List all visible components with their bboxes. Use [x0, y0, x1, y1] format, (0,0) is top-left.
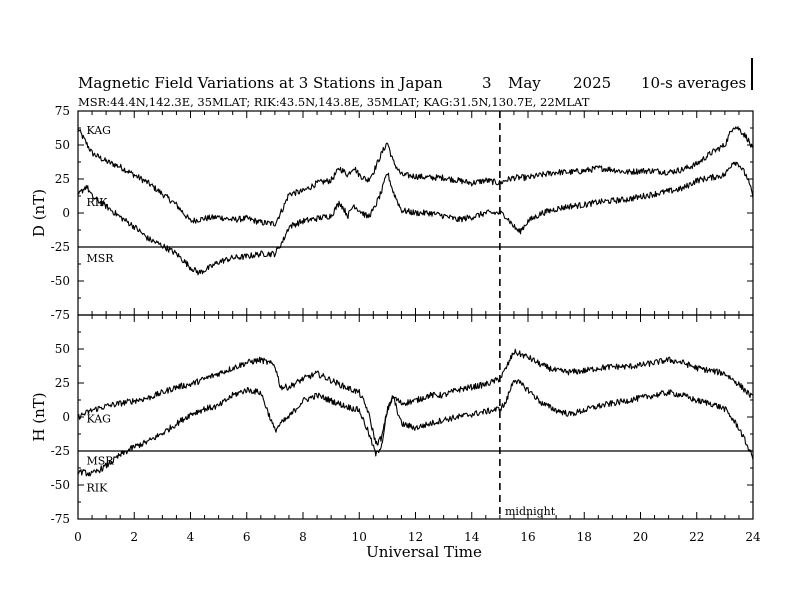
series-line-kag-0: [77, 126, 754, 227]
x-tick-label-0: 0: [74, 530, 82, 544]
y-label-d: D (nT): [30, 189, 48, 237]
series-line-rik-0: [77, 161, 754, 276]
panels: 75 50 25 0 -25 -50 -75 KAG RIK MSR 50 25 0 -25 -50 -75 K…: [51, 104, 761, 544]
series-label-rik-0: RIK: [86, 196, 108, 209]
x-tick-label-4: 8: [299, 530, 307, 544]
date-day: 3: [482, 74, 492, 92]
series-label-msr-1: MSR: [86, 455, 114, 468]
y-tick-label-0-0: 75: [55, 104, 70, 118]
y-tick-label-1-4: -25: [51, 444, 70, 458]
x-tick-label-9: 18: [577, 530, 592, 544]
y-tick-label-1-3: 0: [62, 410, 70, 424]
y-tick-label-1-5: -50: [51, 478, 70, 492]
chart-title: Magnetic Field Variations at 3 Stations …: [78, 74, 443, 92]
y-tick-label-1-1: 50: [55, 342, 70, 356]
x-tick-label-3: 6: [243, 530, 251, 544]
x-tick-label-2: 4: [187, 530, 195, 544]
y-tick-label-1-6: -75: [51, 512, 70, 526]
y-tick-label-0-2: 25: [55, 172, 70, 186]
y-tick-label-0-6: -75: [51, 308, 70, 322]
x-tick-label-10: 20: [633, 530, 648, 544]
panel-frame-1: [77, 314, 754, 520]
y-label-h: H (nT): [30, 392, 48, 441]
panel-frame-0: [77, 110, 754, 316]
y-tick-label-1-2: 25: [55, 376, 70, 390]
x-tick-label-7: 14: [464, 530, 480, 544]
series-label-kag-1: KAG: [86, 412, 111, 425]
x-tick-label-6: 12: [408, 530, 423, 544]
x-axis-label: Universal Time: [366, 543, 482, 561]
series-label-kag-0: KAG: [86, 124, 111, 137]
x-tick-label-1: 2: [130, 530, 138, 544]
date-year: 2025: [573, 74, 611, 92]
averaging-label: 10-s averages: [641, 74, 746, 92]
midnight-label: midnight: [505, 505, 556, 518]
station-info: MSR:44.4N,142.3E, 35MLAT; RIK:43.5N,143.…: [78, 95, 590, 109]
y-tick-label-0-3: 0: [62, 206, 70, 220]
date-month: May: [508, 74, 541, 92]
x-tick-label-12: 24: [745, 530, 761, 544]
series-label-msr-0: MSR: [86, 252, 114, 265]
x-tick-label-11: 22: [689, 530, 704, 544]
series-line-kag-1: [78, 348, 754, 446]
y-tick-label-0-4: -25: [51, 240, 70, 254]
series-label-rik-1: RIK: [86, 482, 108, 495]
x-tick-label-5: 10: [352, 530, 367, 544]
x-tick-label-8: 16: [520, 530, 535, 544]
y-tick-label-0-5: -50: [51, 274, 70, 288]
series-line-rik-1: [77, 379, 754, 477]
y-tick-label-0-1: 50: [55, 138, 70, 152]
